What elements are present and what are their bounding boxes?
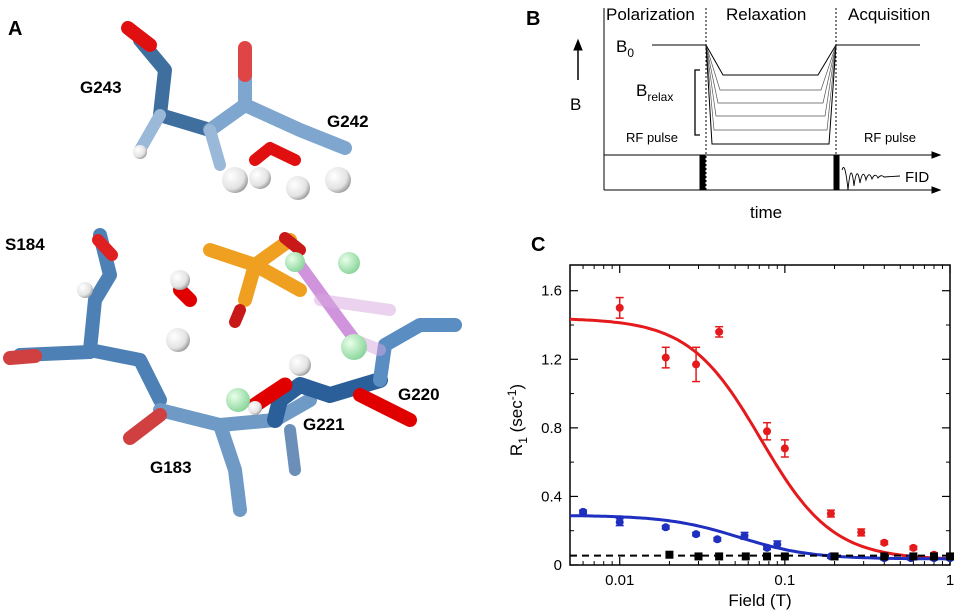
panel-c-letter: C	[531, 234, 546, 256]
rf-pulse-left-label: RF pulse	[626, 130, 678, 145]
panel-a-letter: A	[8, 18, 23, 40]
plot-frame	[569, 264, 951, 566]
black-data-point	[665, 550, 674, 559]
b0-label: B0	[616, 37, 634, 60]
brelax-label: Brelax	[636, 81, 673, 104]
panel-b-letter: B	[526, 8, 541, 30]
black-data-point	[780, 552, 789, 561]
blue-data-point	[579, 507, 588, 516]
red-data-point	[692, 360, 701, 369]
red-fit-curve	[569, 317, 951, 561]
residue-label-g183: G183	[150, 458, 192, 477]
backbone-g221	[267, 372, 388, 428]
red-data-point	[615, 303, 624, 312]
blue-data-point	[929, 554, 938, 563]
y-tick-label: 1.2	[541, 351, 562, 368]
x-tick-label: 1	[946, 572, 954, 589]
blue-data-point	[713, 535, 722, 544]
black-data-point	[880, 552, 889, 561]
y-tick-label: 0	[554, 557, 562, 574]
residue-label-g221: G221	[303, 415, 345, 434]
x-axis-label: Field (T)	[728, 591, 791, 610]
phosphate-group	[203, 233, 307, 307]
red-data-point	[929, 550, 938, 559]
time-axis-label: time	[750, 203, 782, 222]
blue-data-point	[880, 554, 889, 563]
red-data-point	[909, 543, 918, 552]
phase-label-relaxation: Relaxation	[726, 5, 806, 24]
red-data-point	[661, 353, 670, 362]
black-data-point	[909, 552, 918, 561]
y-tick-label: 0.8	[541, 420, 562, 437]
residue-label-g220: G220	[398, 385, 440, 404]
red-data-point	[880, 538, 889, 547]
blue-data-point	[946, 554, 954, 563]
blue-data-point	[773, 540, 782, 549]
black-data-point	[694, 552, 703, 561]
red-data-point	[763, 427, 772, 436]
backbone-s184	[83, 228, 167, 407]
residue-label-s184: S184	[5, 235, 45, 254]
y-tick-label: 0.4	[541, 488, 562, 505]
phase-label-acquisition: Acquisition	[848, 5, 930, 24]
y-tick-label: 1.6	[541, 283, 562, 300]
phase-label-polarization: Polarization	[606, 5, 695, 24]
x-tick-label: 0.1	[774, 572, 795, 589]
black-data-point	[946, 552, 954, 561]
residue-label-g243: G243	[80, 78, 122, 97]
blue-data-point	[692, 530, 701, 539]
red-data-point	[780, 444, 789, 453]
backbone-g243	[133, 33, 217, 137]
backbone-g220	[373, 318, 462, 387]
red-data-point	[826, 509, 835, 518]
x-tick-label: 0.01	[605, 572, 634, 589]
red-data-point	[946, 552, 954, 561]
red-data-point	[715, 327, 724, 336]
black-data-point	[929, 552, 938, 561]
blue-data-point	[740, 531, 749, 540]
backbone-g242	[203, 53, 352, 155]
fid-label: FID	[905, 169, 929, 186]
molecular-structure	[3, 21, 462, 517]
b-axis-label: B	[570, 95, 581, 114]
black-data-point	[763, 552, 772, 561]
black-data-point	[830, 552, 839, 561]
residue-label-g242: G242	[327, 112, 369, 131]
black-data-point	[741, 552, 750, 561]
blue-data-point	[763, 543, 772, 552]
blue-data-point	[906, 554, 915, 563]
black-data-point	[715, 552, 724, 561]
rf-pulse-right-label: RF pulse	[864, 130, 916, 145]
red-data-point	[857, 528, 866, 537]
blue-data-point	[661, 523, 670, 532]
blue-data-point	[826, 552, 835, 561]
blue-data-point	[615, 518, 624, 527]
blue-fit-curve	[570, 514, 950, 561]
